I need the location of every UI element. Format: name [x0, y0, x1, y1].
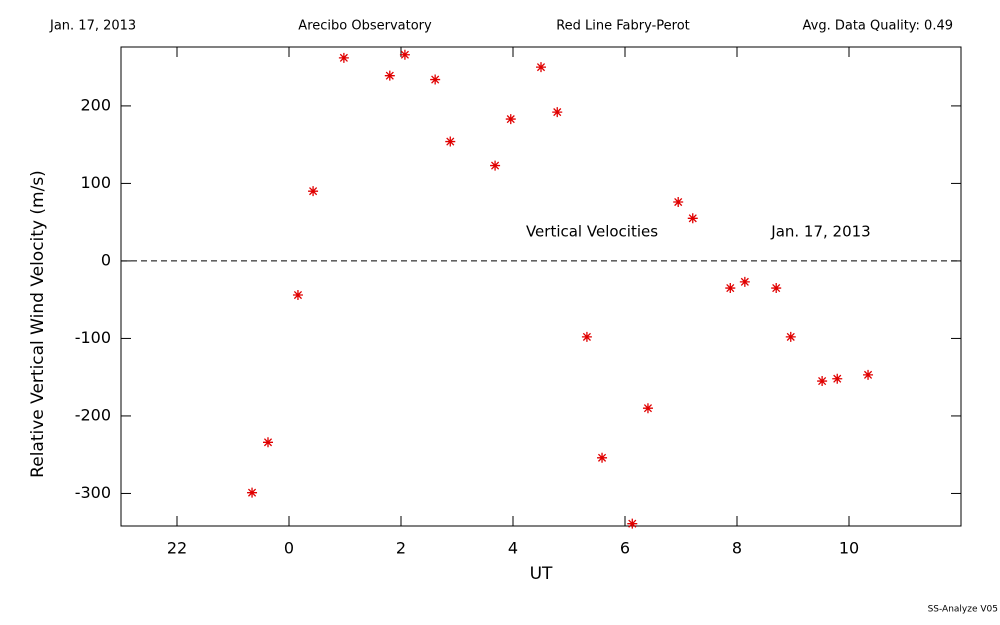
y-tick-label: -100: [75, 328, 111, 347]
x-tick-label: 0: [284, 539, 294, 558]
y-tick-label: -300: [75, 483, 111, 502]
data-point: [673, 197, 684, 208]
annotation: Vertical Velocities: [526, 223, 658, 241]
data-point: [863, 369, 874, 380]
data-point: [627, 518, 638, 529]
data-point: [263, 437, 273, 448]
data-point: [597, 452, 608, 463]
plot-frame: [120, 46, 962, 527]
footer: SS-Analyze V05: [928, 605, 998, 615]
header-date: Jan. 17, 2013: [49, 19, 136, 34]
y-tick-label: 0: [101, 250, 111, 269]
data-point: [430, 74, 441, 85]
annotation: Jan. 17, 2013: [770, 223, 870, 241]
data-point: [552, 107, 563, 118]
data-point: [399, 49, 410, 60]
x-tick-label: 4: [508, 539, 518, 558]
data-point: [581, 331, 592, 342]
data-point: [536, 62, 546, 73]
y-tick-label: 100: [80, 173, 111, 192]
x-tick-label: 22: [167, 539, 187, 558]
data-point: [338, 52, 349, 63]
header-site: Arecibo Observatory: [298, 19, 432, 34]
data-point: [490, 160, 501, 171]
data-point: [445, 136, 456, 147]
header-quality: Avg. Data Quality: 0.49: [803, 19, 953, 34]
x-tick-label: 8: [732, 539, 742, 558]
x-tick-label: 2: [396, 539, 406, 558]
y-axis-label: Relative Vertical Wind Velocity (m/s): [28, 170, 48, 478]
data-point: [384, 70, 395, 81]
data-point: [247, 487, 258, 498]
y-tick-label: -200: [75, 405, 111, 424]
data-point: [292, 290, 303, 301]
x-tick-label: 6: [620, 539, 630, 558]
data-point: [308, 186, 319, 197]
data-point: [739, 276, 750, 287]
data-point: [771, 283, 782, 294]
data-point: [817, 376, 828, 387]
data-point: [785, 331, 796, 342]
data-point: [687, 213, 698, 224]
header-instrument: Red Line Fabry-Perot: [556, 19, 690, 34]
y-tick-label: 200: [80, 95, 111, 114]
x-tick-label: 10: [839, 539, 859, 558]
data-point: [505, 114, 516, 125]
data-point: [832, 373, 843, 384]
data-point: [725, 283, 736, 294]
data-point: [642, 403, 653, 414]
x-axis-label: UT: [530, 564, 553, 584]
